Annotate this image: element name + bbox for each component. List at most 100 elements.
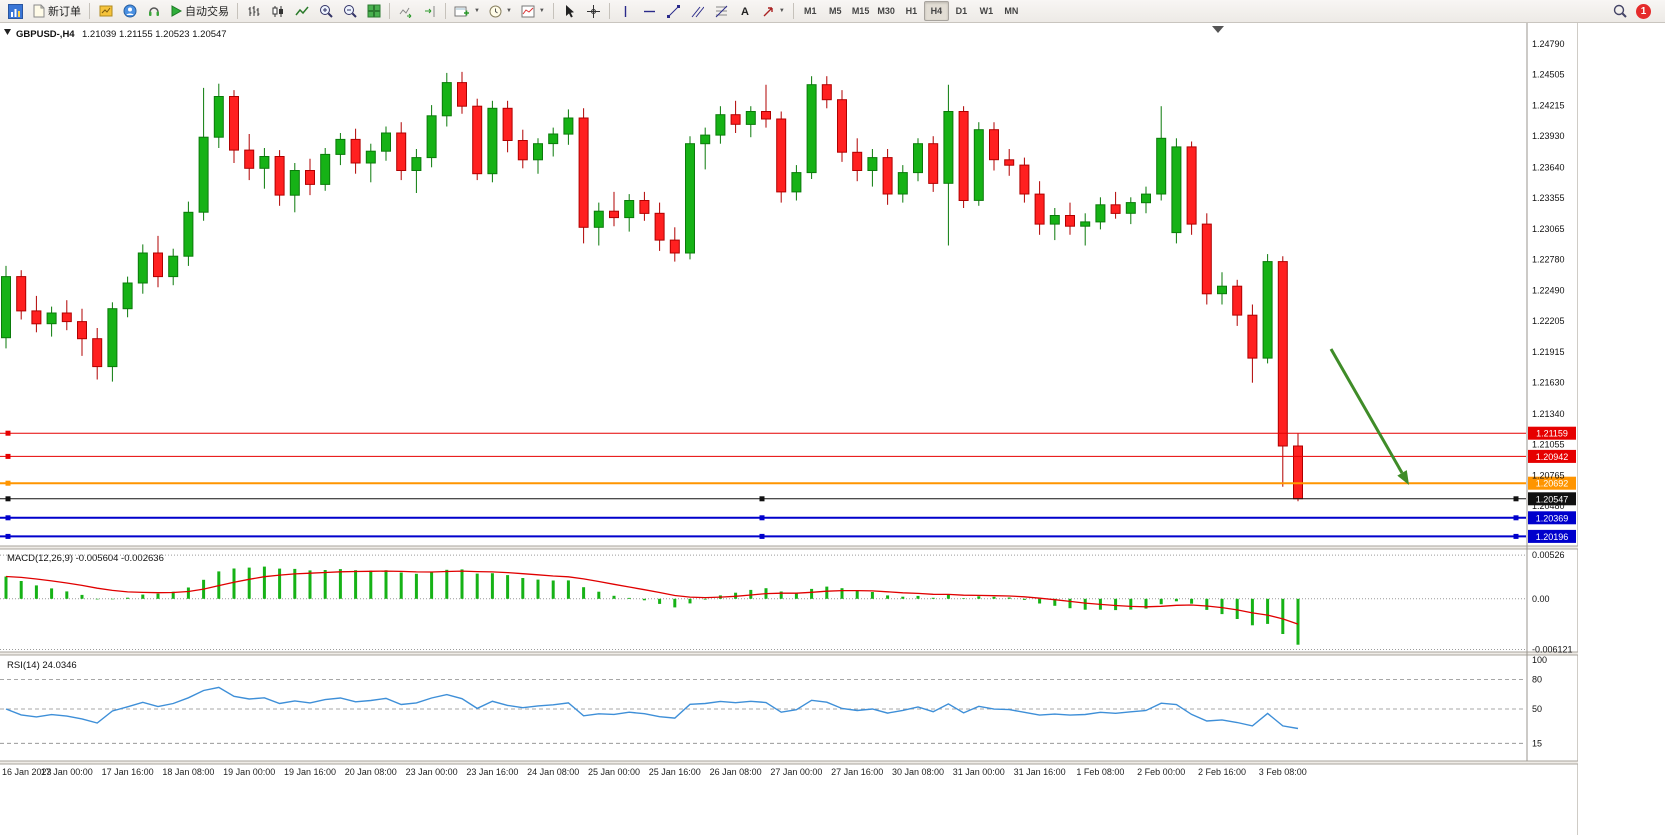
- svg-text:1 Feb 08:00: 1 Feb 08:00: [1076, 767, 1124, 777]
- auto-scroll-icon: [399, 7, 411, 18]
- svg-text:1.24790: 1.24790: [1532, 39, 1565, 49]
- timeframe-button-m1[interactable]: M1: [804, 6, 817, 16]
- macd-signal-line: [5, 570, 1299, 625]
- line-handle: [1513, 515, 1519, 521]
- new-order-button[interactable]: 新订单: [28, 1, 85, 21]
- svg-text:1.23355: 1.23355: [1532, 193, 1565, 203]
- horizontal-line-tool-button[interactable]: [638, 1, 661, 21]
- auto-trading-play-icon: [171, 5, 182, 17]
- horizontal-lines-layer[interactable]: 1.21159 1.20942 1.20692 1.20547 1.20369 1.201…: [0, 426, 1576, 543]
- auto-scroll-button[interactable]: [394, 1, 417, 21]
- arrows-tool-button[interactable]: ▼: [758, 1, 789, 21]
- macd-pane[interactable]: 0.00526 0.00 -0.006121: [0, 550, 1573, 655]
- notification-badge[interactable]: 1: [1636, 3, 1651, 19]
- line-handle: [5, 515, 11, 521]
- toolbar-separator: [445, 3, 446, 19]
- price-axis-badge: [1528, 492, 1576, 506]
- cursor-tool-button[interactable]: [558, 1, 581, 21]
- svg-text:23 Jan 00:00: 23 Jan 00:00: [406, 767, 458, 777]
- toolbar-separator: [389, 3, 390, 19]
- svg-text:17 Jan 00:00: 17 Jan 00:00: [41, 767, 93, 777]
- line-handle: [759, 533, 765, 539]
- svg-text:80: 80: [1532, 675, 1542, 685]
- new-chart-icon: [454, 6, 469, 16]
- auto-trading-button[interactable]: 自动交易: [166, 1, 233, 21]
- svg-text:15: 15: [1532, 738, 1542, 748]
- price-axis-labels[interactable]: 1.24790 1.24505 1.24215 1.23930 1.23640 1.233…: [1532, 39, 1565, 511]
- line-chart-mode-button[interactable]: [290, 1, 313, 21]
- timeframe-button-m15[interactable]: M15: [851, 6, 870, 16]
- indicators-icon: [521, 5, 535, 17]
- macd-indicator-label: MACD(12,26,9) -0.005604 -0.002636: [7, 553, 164, 564]
- svg-text:100: 100: [1532, 655, 1547, 665]
- candlestick-mode-button[interactable]: [266, 1, 289, 21]
- vertical-line-tool-button[interactable]: [614, 1, 637, 21]
- chart-window: GBPUSD-,H4 1.21039 1.21155 1.20523 1.205…: [0, 23, 1578, 835]
- svg-text:1.20692: 1.20692: [1536, 479, 1569, 489]
- price-axis-badge: [1528, 476, 1576, 490]
- svg-text:1.21915: 1.21915: [1532, 347, 1565, 357]
- notification-count: 1: [1640, 5, 1647, 17]
- timeframe-button-d1[interactable]: D1: [955, 6, 968, 16]
- svg-text:1.20369: 1.20369: [1536, 513, 1569, 523]
- svg-text:1.20547: 1.20547: [1536, 494, 1569, 504]
- search-button[interactable]: [1608, 1, 1631, 21]
- zoom-in-button[interactable]: [314, 1, 337, 21]
- dropdown-caret-icon: ▼: [505, 8, 512, 14]
- arrow-tool-icon: [763, 6, 773, 16]
- svg-text:1.20480: 1.20480: [1532, 501, 1565, 511]
- terminal-button[interactable]: [142, 1, 165, 21]
- line-chart-icon: [294, 6, 309, 15]
- channel-tool-button[interactable]: [686, 1, 709, 21]
- new-order-label: 新订单: [48, 6, 81, 18]
- profiles-clock-icon: [489, 5, 502, 17]
- svg-text:17 Jan 16:00: 17 Jan 16:00: [102, 767, 154, 777]
- crosshair-tool-button[interactable]: [582, 1, 605, 21]
- timeframe-button-m30[interactable]: M30: [877, 6, 895, 16]
- chart-shift-button[interactable]: [418, 1, 441, 21]
- timeframe-button-m5[interactable]: M5: [829, 6, 842, 16]
- trendline-tool-button[interactable]: [662, 1, 685, 21]
- timeframe-button-h4[interactable]: H4: [923, 1, 949, 21]
- svg-text:1.21630: 1.21630: [1532, 378, 1565, 388]
- line-handle: [5, 496, 11, 502]
- svg-text:27 Jan 16:00: 27 Jan 16:00: [831, 767, 883, 777]
- auto-trading-label: 自动交易: [185, 6, 229, 18]
- new-chart-button[interactable]: ▼: [450, 1, 484, 21]
- svg-text:19 Jan 00:00: 19 Jan 00:00: [223, 767, 275, 777]
- market-watch-button[interactable]: [94, 1, 117, 21]
- text-tool-button[interactable]: A: [734, 1, 757, 21]
- timeframe-button-mn[interactable]: MN: [1004, 6, 1019, 16]
- chart-shift-marker[interactable]: [1212, 26, 1224, 33]
- svg-text:1.23930: 1.23930: [1532, 131, 1565, 141]
- chart-collapse-icon[interactable]: [4, 29, 11, 35]
- svg-text:0.00: 0.00: [1532, 594, 1550, 604]
- indicators-button[interactable]: ▼: [517, 1, 549, 21]
- zoom-out-icon: [343, 5, 357, 18]
- chart-canvas[interactable]: GBPUSD-,H4 1.21039 1.21155 1.20523 1.205…: [0, 23, 1578, 835]
- bar-chart-mode-button[interactable]: [242, 1, 265, 21]
- app-menu-button[interactable]: [4, 1, 27, 21]
- navigator-button[interactable]: [118, 1, 141, 21]
- profiles-button[interactable]: ▼: [485, 1, 516, 21]
- candlestick-icon: [272, 5, 283, 17]
- zoom-out-button[interactable]: [338, 1, 361, 21]
- toolbar-separator: [89, 3, 90, 19]
- fibonacci-tool-button[interactable]: [710, 1, 733, 21]
- line-handle: [759, 496, 765, 502]
- svg-text:30 Jan 08:00: 30 Jan 08:00: [892, 767, 944, 777]
- svg-text:27 Jan 00:00: 27 Jan 00:00: [770, 767, 822, 777]
- cursor-icon: [565, 5, 574, 18]
- timeframe-button-w1[interactable]: W1: [979, 6, 994, 16]
- line-handle: [759, 515, 765, 521]
- toolbar-separator: [237, 3, 238, 19]
- timeframe-button-h1[interactable]: H1: [905, 6, 918, 16]
- svg-text:1.24505: 1.24505: [1532, 70, 1565, 80]
- rsi-pane[interactable]: 100 80 50 15: [0, 655, 1547, 748]
- line-handle: [5, 533, 11, 539]
- trend-arrow-annotation[interactable]: [1329, 348, 1409, 485]
- line-handle: [1513, 533, 1519, 539]
- tile-windows-button[interactable]: [362, 1, 385, 21]
- svg-text:26 Jan 08:00: 26 Jan 08:00: [710, 767, 762, 777]
